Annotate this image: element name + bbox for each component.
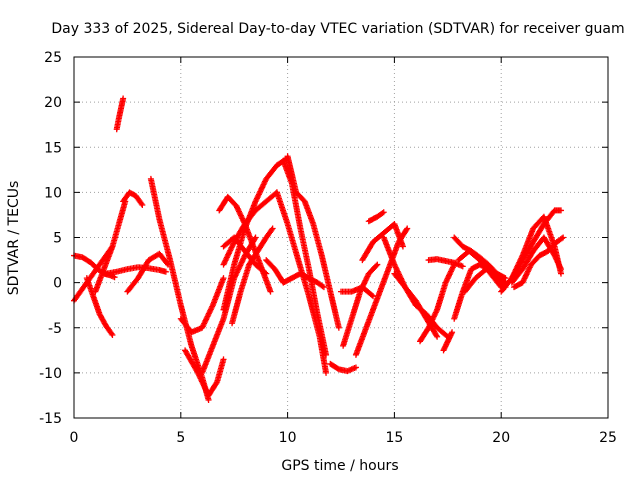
data-layer	[71, 95, 567, 403]
series-s32	[440, 329, 456, 354]
y-tick-label: -10	[39, 366, 62, 382]
data-point	[220, 275, 227, 282]
data-point	[111, 274, 118, 281]
x-tick-label: 20	[492, 430, 510, 446]
chart-title: Day 333 of 2025, Sidereal Day-to-day VTE…	[51, 21, 624, 37]
data-point	[370, 293, 377, 300]
data-point	[323, 369, 330, 376]
data-point	[374, 261, 381, 268]
x-tick-label: 15	[385, 430, 403, 446]
series-s18	[263, 257, 327, 291]
series-s13	[220, 155, 291, 313]
series-s9	[147, 175, 212, 403]
data-point	[449, 329, 456, 336]
data-point	[502, 275, 509, 282]
data-point	[404, 225, 411, 232]
data-point	[120, 95, 127, 102]
y-axis-label: SDTVAR / TECUs	[6, 181, 22, 296]
data-point	[433, 332, 440, 339]
series-s4	[92, 198, 129, 295]
data-point	[320, 284, 327, 291]
data-point	[373, 262, 380, 269]
y-tick-label: 10	[44, 185, 62, 201]
y-tick-label: 0	[53, 276, 62, 292]
series-s36	[461, 266, 509, 295]
data-point	[558, 270, 565, 277]
series-s31	[425, 256, 466, 270]
series-s29	[391, 270, 441, 340]
data-point	[558, 235, 565, 242]
x-tick-label: 5	[176, 430, 185, 446]
series-s6	[120, 189, 146, 209]
series-s17	[216, 193, 274, 295]
tick-layer: 0 5 10 15 20 25 -15 -10 -5 0 5 10 15 20 25	[39, 50, 617, 446]
series-s12	[199, 234, 259, 376]
y-tick-label: 5	[53, 231, 62, 247]
data-point	[323, 351, 330, 358]
data-point	[220, 356, 227, 363]
data-point	[434, 333, 441, 340]
data-point	[403, 226, 410, 233]
series-s25	[365, 209, 387, 225]
data-point	[399, 243, 406, 250]
series-s22	[327, 360, 359, 375]
series-s10	[177, 275, 227, 336]
x-tick-label: 10	[279, 430, 297, 446]
y-tick-label: -5	[48, 321, 62, 337]
data-point	[379, 210, 386, 217]
x-tick-label: 25	[599, 430, 617, 446]
data-point	[139, 202, 146, 209]
series-s11	[182, 347, 227, 399]
data-point	[251, 235, 258, 242]
data-point	[268, 226, 275, 233]
data-point	[213, 380, 220, 387]
data-point	[497, 282, 504, 289]
series-s24	[340, 261, 381, 349]
data-point	[108, 330, 115, 337]
data-point	[252, 234, 259, 241]
y-tick-label: 25	[44, 50, 62, 66]
y-tick-label: 20	[44, 95, 62, 111]
data-point	[269, 225, 276, 232]
series-s27	[359, 220, 406, 264]
series-s8	[124, 250, 171, 295]
series-s28	[380, 234, 451, 340]
data-point	[109, 331, 116, 338]
series-s21	[284, 153, 342, 331]
data-point	[459, 263, 466, 270]
x-axis-label: GPS time / hours	[281, 458, 398, 474]
series-s5	[113, 95, 127, 133]
data-point	[162, 268, 169, 275]
series-s40	[508, 213, 565, 282]
data-point	[335, 324, 342, 331]
data-point	[319, 283, 326, 290]
x-tick-label: 0	[70, 430, 79, 446]
data-point	[352, 364, 359, 371]
data-point	[138, 200, 145, 207]
data-point	[267, 288, 274, 295]
y-tick-label: -15	[39, 411, 62, 427]
series-s23	[338, 284, 377, 300]
series-s16	[220, 234, 270, 277]
series-s30	[417, 261, 458, 345]
data-point	[560, 234, 567, 241]
series-s20	[280, 157, 330, 358]
data-point	[368, 292, 375, 299]
y-tick-label: 15	[44, 140, 62, 156]
data-point	[380, 209, 387, 216]
data-point	[558, 207, 565, 214]
